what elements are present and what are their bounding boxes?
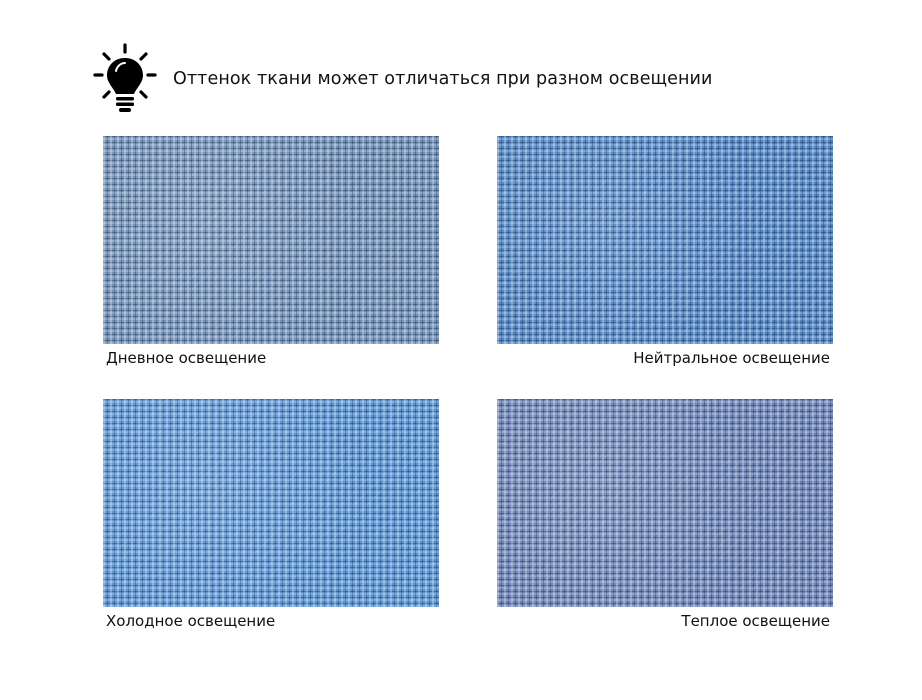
header-title: Оттенок ткани может отличаться при разно… [173,69,713,89]
fabric-swatch-warm [497,399,833,607]
swatch-label-cold: Холодное освещение [106,612,276,630]
swatch-label-warm: Теплое освещение [681,612,830,630]
lightbulb-icon [93,43,157,112]
swatch-label-daylight: Дневное освещение [106,349,267,367]
fabric-swatch-daylight [103,136,439,344]
swatch-label-neutral: Нейтральное освещение [633,349,830,367]
fabric-swatch-neutral [497,136,833,344]
fabric-swatch-cold [103,399,439,607]
header [92,42,158,116]
